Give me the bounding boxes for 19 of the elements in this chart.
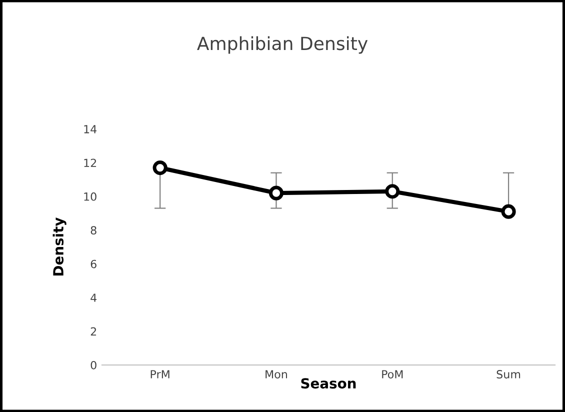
x-tick-label: Mon (266, 370, 287, 378)
y-tick-label: 4 (90, 294, 97, 302)
y-tick-label: 6 (90, 260, 96, 268)
x-tick-label: Sum (496, 370, 520, 378)
point (152, 160, 168, 176)
x-tick-label: PrM (150, 370, 170, 378)
y-tick-label: 14 (84, 125, 97, 134)
point (385, 184, 400, 199)
x-tick-label: PoM (382, 370, 403, 378)
y-axis-title: Density (52, 217, 66, 276)
point (501, 204, 516, 219)
point (268, 186, 284, 200)
y-tick-label: 0 (90, 360, 96, 370)
y-tick-label: 2 (90, 327, 96, 336)
y-tick-label: 8 (90, 226, 96, 235)
y-tick-label: 10 (84, 192, 96, 201)
chart-title: Amphibian Density (197, 36, 368, 54)
x-axis-title: Season (301, 378, 356, 389)
y-tick-label: 12 (84, 158, 96, 167)
